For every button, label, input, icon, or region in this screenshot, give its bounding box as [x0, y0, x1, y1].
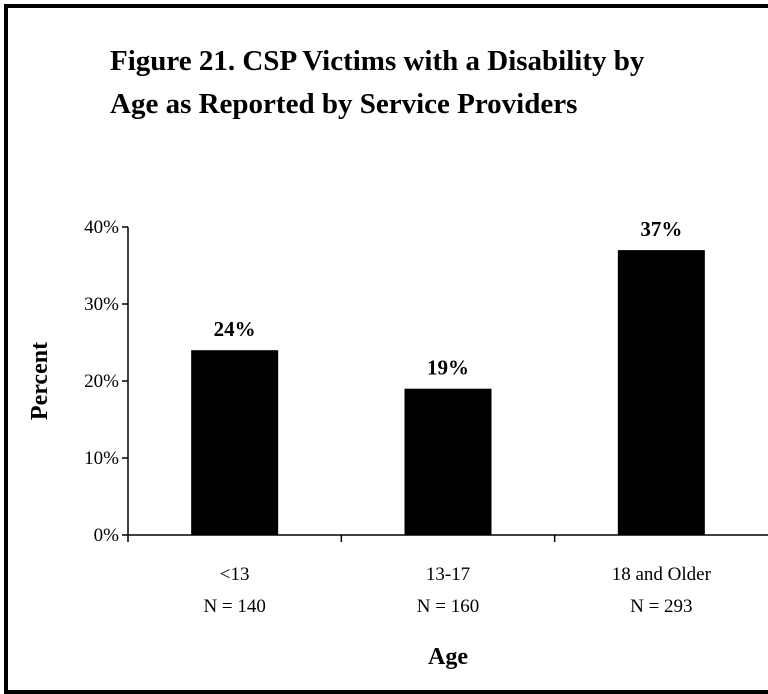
bar: [404, 388, 492, 535]
bar-chart: 0% 10% 20% 30% 40% 24% <13 N = 140 19% 13-17 N = 1…: [27, 217, 768, 670]
x-category-label: 18 and Older: [612, 564, 712, 585]
y-axis-title: Percent: [27, 342, 53, 420]
data-label: 24%: [214, 317, 256, 341]
bar: [191, 350, 279, 535]
y-tick-label: 20%: [84, 371, 119, 392]
x-category-n: N = 293: [630, 596, 692, 617]
data-label: 19%: [427, 356, 469, 380]
chart-title-line-1: Figure 21. CSP Victims with a Disability…: [110, 45, 645, 77]
data-label: 37%: [640, 217, 682, 241]
y-tick-label: 30%: [84, 294, 119, 315]
x-category-label: 13-17: [426, 564, 470, 585]
chart-title: Figure 21. CSP Victims with a Disability…: [110, 40, 750, 126]
x-category-label: <13: [220, 564, 250, 585]
y-tick-label: 40%: [84, 217, 119, 238]
chart-title-line-2: Age as Reported by Service Providers: [110, 88, 578, 120]
x-category-n: N = 140: [203, 596, 265, 617]
y-tick-label: 0%: [94, 525, 120, 546]
bar: [617, 250, 705, 535]
y-tick-label: 10%: [84, 448, 119, 469]
x-category-n: N = 160: [417, 596, 479, 617]
x-axis-title: Age: [428, 644, 468, 670]
